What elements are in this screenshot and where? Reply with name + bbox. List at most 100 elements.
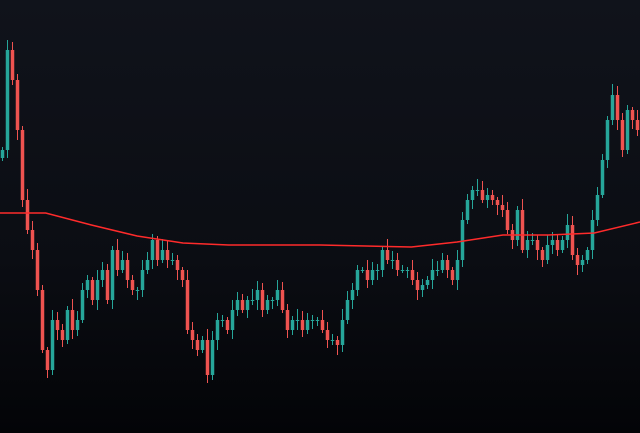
candle-up (625, 110, 630, 150)
candle-down (320, 320, 325, 330)
candle-up (330, 340, 335, 341)
candle-up (585, 250, 590, 260)
candle-down (185, 280, 190, 330)
candle-up (145, 260, 150, 270)
candle-up (80, 290, 85, 320)
candle-down (385, 250, 390, 260)
candle-up (515, 210, 520, 240)
candle-down (15, 80, 20, 130)
candle-up (565, 225, 570, 240)
candle-up (610, 95, 615, 120)
candle-up (345, 300, 350, 320)
candle-up (460, 220, 465, 260)
candle-up (75, 320, 80, 330)
candle-up (600, 160, 605, 195)
candle-up (390, 260, 395, 261)
candle-up (160, 250, 165, 260)
candle-up (305, 320, 310, 330)
candle-down (90, 280, 95, 300)
candle-up (50, 320, 55, 370)
candle-up (255, 290, 260, 300)
candle-up (550, 240, 555, 245)
candle-up (210, 340, 215, 375)
candle-down (325, 330, 330, 340)
candle-up (275, 290, 280, 300)
candle-down (415, 280, 420, 290)
candle-up (405, 270, 410, 271)
candle-down (505, 210, 510, 230)
candle-up (170, 260, 175, 261)
candle-down (70, 310, 75, 330)
candle-down (395, 260, 400, 270)
candle-down (495, 200, 500, 205)
candle-up (545, 245, 550, 260)
candle-down (190, 330, 195, 340)
candle-up (525, 240, 530, 250)
candle-down (520, 210, 525, 250)
candle-up (100, 270, 105, 280)
candle-up (595, 195, 600, 220)
candle-down (130, 280, 135, 290)
candle-up (290, 320, 295, 330)
candle-up (435, 270, 440, 271)
candle-down (240, 300, 245, 310)
candle-down (300, 320, 305, 330)
candle-down (45, 350, 50, 370)
candle-down (555, 240, 560, 250)
candle-down (175, 260, 180, 270)
candle-up (235, 300, 240, 310)
candle-up (0, 150, 5, 158)
candle-down (60, 330, 65, 340)
candle-up (455, 260, 460, 280)
candle-up (530, 240, 535, 241)
candle-up (425, 280, 430, 285)
candle-up (560, 240, 565, 250)
candle-down (55, 320, 60, 330)
candle-up (140, 270, 145, 290)
candle-down (30, 230, 35, 250)
candle-down (540, 250, 545, 260)
candle-down (450, 270, 455, 280)
candle-up (440, 260, 445, 270)
candle-down (535, 240, 540, 250)
candle-down (125, 260, 130, 280)
candle-up (355, 270, 360, 290)
candle-down (205, 340, 210, 375)
candle-down (500, 205, 505, 210)
candle-up (215, 320, 220, 340)
candle-up (295, 320, 300, 321)
candle-up (5, 50, 10, 150)
candle-down (365, 270, 370, 280)
candle-up (350, 290, 355, 300)
candle-up (245, 300, 250, 310)
candle-down (10, 50, 15, 80)
candle-down (35, 250, 40, 290)
candle-up (580, 260, 585, 265)
candle-down (480, 190, 485, 200)
candle-down (260, 290, 265, 310)
candle-up (65, 310, 70, 340)
candle-up (265, 300, 270, 310)
candle-down (25, 200, 30, 230)
candle-up (95, 280, 100, 300)
candle-up (250, 300, 255, 301)
candle-down (195, 340, 200, 350)
candle-up (380, 250, 385, 270)
candle-down (335, 340, 340, 345)
candle-down (410, 270, 415, 280)
candle-up (430, 270, 435, 280)
candle-up (420, 285, 425, 290)
candle-up (315, 320, 320, 321)
candle-down (615, 95, 620, 120)
candle-down (285, 310, 290, 330)
candle-up (230, 310, 235, 330)
candle-up (120, 260, 125, 270)
candle-down (630, 110, 635, 120)
candle-up (470, 190, 475, 200)
candle-down (575, 255, 580, 265)
candle-up (485, 195, 490, 200)
candle-down (620, 120, 625, 150)
candle-up (475, 190, 480, 191)
candle-up (360, 270, 365, 271)
